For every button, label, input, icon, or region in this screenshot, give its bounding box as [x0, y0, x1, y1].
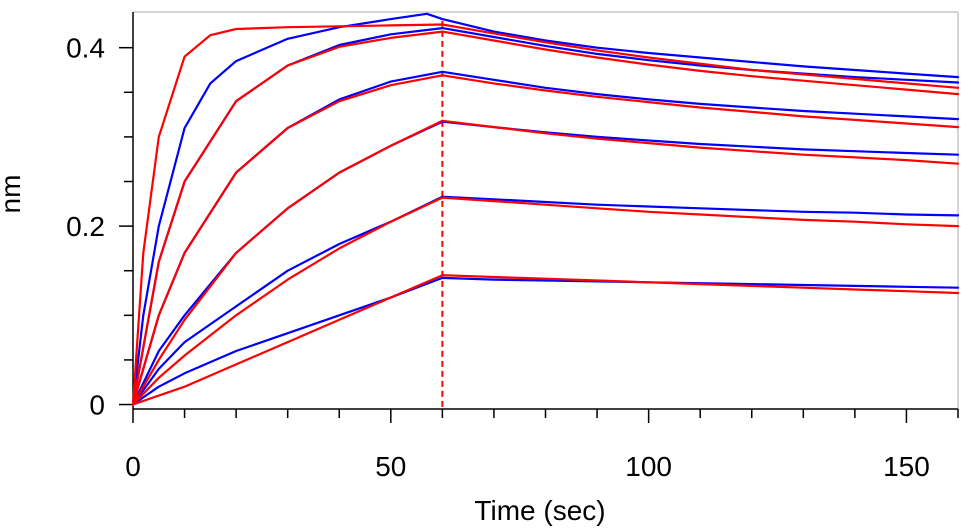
- measured-curve: [131, 195, 960, 406]
- fit-curve: [131, 196, 960, 406]
- x-axis-title: Time (sec): [474, 495, 605, 526]
- measured-curve: [131, 27, 960, 406]
- y-tick-label: 0.4: [66, 33, 105, 64]
- y-tick-label: 0.2: [66, 211, 105, 242]
- fit-curve: [131, 23, 960, 406]
- fit-curve: [131, 74, 960, 406]
- plot-layer: 0 0.2 0.4 0 50 100 150: [66, 11, 960, 482]
- x-tick-label: 150: [883, 451, 930, 482]
- x-tick-label: 100: [625, 451, 672, 482]
- measured-curve: [131, 276, 960, 406]
- y-axis-title: nm: [0, 175, 26, 214]
- fit-curve: [131, 274, 960, 406]
- x-tick-label: 0: [125, 451, 141, 482]
- fit-curve: [131, 119, 960, 406]
- x-tick-label: 50: [375, 451, 406, 482]
- fit-curve: [131, 30, 960, 406]
- y-tick-label: 0: [89, 390, 105, 421]
- measured-curve: [131, 120, 960, 406]
- measured-curve: [131, 12, 960, 406]
